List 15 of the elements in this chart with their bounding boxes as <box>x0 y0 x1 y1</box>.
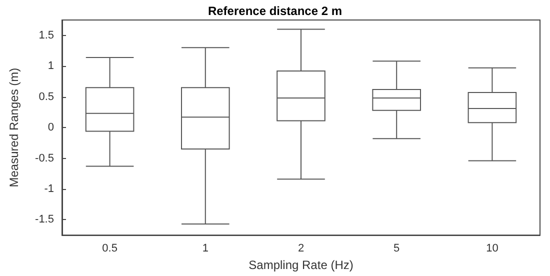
x-tick-label: 0.5 <box>102 242 118 255</box>
x-tick-label: 10 <box>486 242 498 255</box>
y-tick-label: -1 <box>44 183 54 196</box>
y-tick-label: 0 <box>48 122 54 134</box>
x-axis-title: Sampling Rate (Hz) <box>248 258 354 272</box>
y-tick-label: 0.5 <box>38 90 54 103</box>
x-tick-label: 1 <box>202 242 208 255</box>
y-tick-label: -0.5 <box>35 152 54 164</box>
y-tick-label: 1.5 <box>38 29 54 42</box>
y-tick-label: -1.5 <box>35 214 54 226</box>
x-tick-label: 5 <box>394 242 400 255</box>
y-axis-title: Measured Ranges (m) <box>7 68 21 188</box>
chart-title: Reference distance 2 m <box>208 4 342 18</box>
x-tick-label: 2 <box>298 242 304 255</box>
y-tick-label: 1 <box>48 60 54 72</box>
